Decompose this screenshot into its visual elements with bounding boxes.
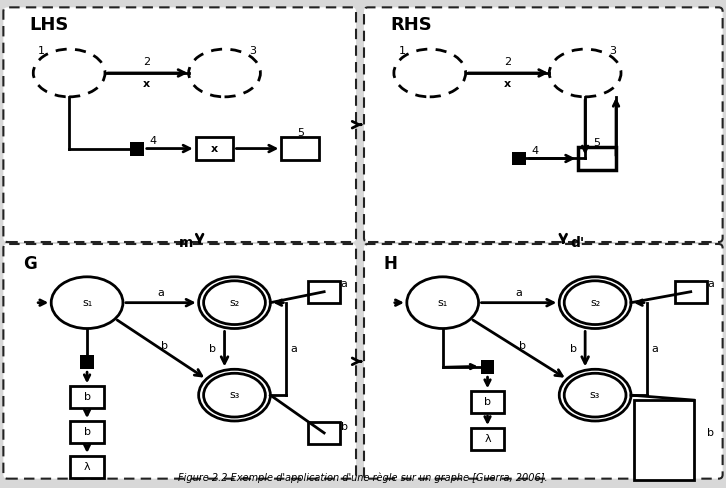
Text: 2: 2 [143, 57, 150, 67]
Ellipse shape [550, 49, 621, 97]
Text: a: a [515, 288, 522, 298]
FancyBboxPatch shape [481, 360, 494, 374]
Text: b: b [519, 342, 526, 351]
FancyBboxPatch shape [70, 386, 104, 408]
Ellipse shape [559, 277, 631, 328]
Text: x: x [211, 143, 218, 154]
FancyBboxPatch shape [4, 244, 356, 479]
FancyBboxPatch shape [4, 7, 356, 242]
Text: a: a [651, 345, 658, 354]
FancyBboxPatch shape [130, 142, 144, 156]
Text: s₂: s₂ [229, 298, 240, 307]
Text: d': d' [570, 236, 584, 250]
Text: H: H [384, 255, 398, 273]
Ellipse shape [559, 369, 631, 421]
FancyBboxPatch shape [513, 152, 526, 165]
Ellipse shape [407, 277, 478, 328]
FancyBboxPatch shape [309, 281, 340, 303]
Text: s₁: s₁ [82, 298, 92, 307]
Text: s₂: s₂ [590, 298, 600, 307]
Text: 2: 2 [504, 57, 511, 67]
Ellipse shape [199, 277, 270, 328]
Text: a: a [340, 279, 348, 289]
Text: 4: 4 [150, 136, 156, 145]
Text: a: a [291, 345, 298, 354]
Text: s₃: s₃ [590, 390, 600, 400]
Ellipse shape [199, 369, 270, 421]
Ellipse shape [203, 281, 266, 325]
Ellipse shape [564, 373, 626, 417]
Text: G: G [23, 255, 37, 273]
Text: Figure 2.2 Exemple d'application d'une règle sur un graphe [Guerra, 2006].: Figure 2.2 Exemple d'application d'une r… [178, 472, 548, 483]
Text: a: a [158, 288, 164, 298]
Text: 4: 4 [531, 145, 539, 156]
Text: b: b [484, 397, 491, 407]
Text: b: b [707, 428, 714, 438]
Text: m: m [179, 236, 193, 250]
Text: x: x [143, 79, 150, 89]
FancyBboxPatch shape [80, 355, 94, 369]
Text: 5: 5 [297, 128, 303, 138]
FancyBboxPatch shape [364, 244, 722, 479]
FancyBboxPatch shape [470, 428, 505, 450]
FancyBboxPatch shape [195, 137, 234, 161]
Ellipse shape [564, 281, 626, 325]
Ellipse shape [52, 277, 123, 328]
Text: b: b [570, 345, 576, 354]
FancyBboxPatch shape [578, 146, 616, 170]
Text: b: b [83, 392, 91, 402]
FancyBboxPatch shape [364, 7, 722, 242]
Text: s₃: s₃ [229, 390, 240, 400]
Text: λ: λ [484, 434, 491, 444]
Text: b: b [161, 342, 168, 351]
Text: λ: λ [83, 462, 90, 472]
Text: b: b [209, 345, 216, 354]
Ellipse shape [189, 49, 261, 97]
FancyBboxPatch shape [281, 137, 319, 161]
Text: 1: 1 [399, 46, 405, 56]
Text: 1: 1 [38, 46, 45, 56]
FancyBboxPatch shape [634, 400, 694, 480]
Text: b: b [83, 427, 91, 437]
FancyBboxPatch shape [70, 456, 104, 478]
Ellipse shape [203, 373, 266, 417]
FancyBboxPatch shape [674, 281, 706, 303]
Text: a: a [707, 279, 714, 289]
Text: RHS: RHS [390, 16, 432, 34]
Text: b: b [340, 422, 348, 432]
Text: 3: 3 [610, 46, 616, 56]
Text: x: x [504, 79, 511, 89]
Text: s₁: s₁ [438, 298, 448, 307]
Text: 3: 3 [249, 46, 256, 56]
Text: LHS: LHS [29, 16, 69, 34]
Ellipse shape [33, 49, 105, 97]
FancyBboxPatch shape [70, 421, 104, 443]
Text: 5: 5 [594, 138, 600, 147]
FancyBboxPatch shape [309, 422, 340, 444]
Ellipse shape [394, 49, 465, 97]
FancyBboxPatch shape [470, 391, 505, 413]
